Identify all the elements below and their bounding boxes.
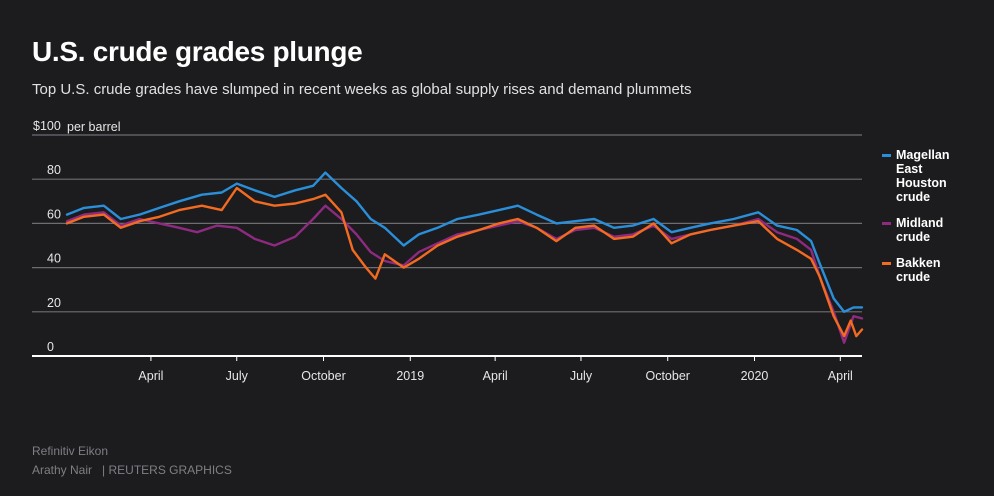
x-axis-ticks: April July October 2019 April July October 2020…	[138, 356, 853, 383]
legend-label-bakken: Bakken crude	[896, 256, 941, 284]
chart-title: U.S. crude grades plunge	[32, 36, 363, 67]
y-axis-labels: $100 80 60 40 20 0	[33, 119, 61, 354]
y-tick-label-20: 20	[47, 296, 61, 310]
x-tick-label-4: April	[483, 369, 508, 383]
series-lines	[65, 171, 864, 344]
legend-label-magellan: Magellan East Houston crude	[896, 148, 950, 204]
x-tick-label-2: October	[301, 369, 345, 383]
series-line-1	[65, 204, 864, 344]
y-tick-label-40: 40	[47, 252, 61, 266]
legend-item-magellan: Magellan East Houston crude	[882, 148, 992, 204]
legend-swatch-midland	[882, 222, 891, 225]
author-name: Arathy Nair	[32, 463, 93, 477]
x-tick-label-8: April	[828, 369, 853, 383]
legend-item-bakken: Bakken crude	[882, 256, 992, 284]
source-note: Refinitiv Eikon	[32, 444, 109, 458]
x-tick-label-6: October	[645, 369, 689, 383]
credit-line: Arathy Nair | REUTERS GRAPHICS	[32, 463, 232, 477]
agency-credit: | REUTERS GRAPHICS	[102, 463, 232, 477]
x-tick-label-0: April	[138, 369, 163, 383]
legend-swatch-magellan	[882, 154, 891, 157]
y-tick-label-0: 0	[47, 340, 54, 354]
legend-swatch-bakken	[882, 262, 891, 265]
x-tick-label-1: July	[226, 369, 249, 383]
x-tick-label-3: 2019	[396, 369, 424, 383]
legend: Magellan East Houston crude Midland crud…	[882, 148, 992, 296]
legend-label-midland: Midland crude	[896, 216, 944, 244]
line-chart: $100 80 60 40 20 0 per barrel April July Octobe…	[32, 119, 864, 383]
series-line-2	[65, 186, 864, 338]
gridlines	[32, 134, 862, 313]
y-axis-unit-label: per barrel	[67, 120, 121, 134]
legend-item-midland: Midland crude	[882, 216, 992, 244]
y-tick-label-100: $100	[33, 119, 61, 133]
series-line-0	[65, 171, 864, 313]
x-tick-label-7: 2020	[741, 369, 769, 383]
y-tick-label-80: 80	[47, 163, 61, 177]
chart-subtitle: Top U.S. crude grades have slumped in re…	[32, 81, 692, 98]
x-tick-label-5: July	[570, 369, 593, 383]
y-tick-label-60: 60	[47, 207, 61, 221]
